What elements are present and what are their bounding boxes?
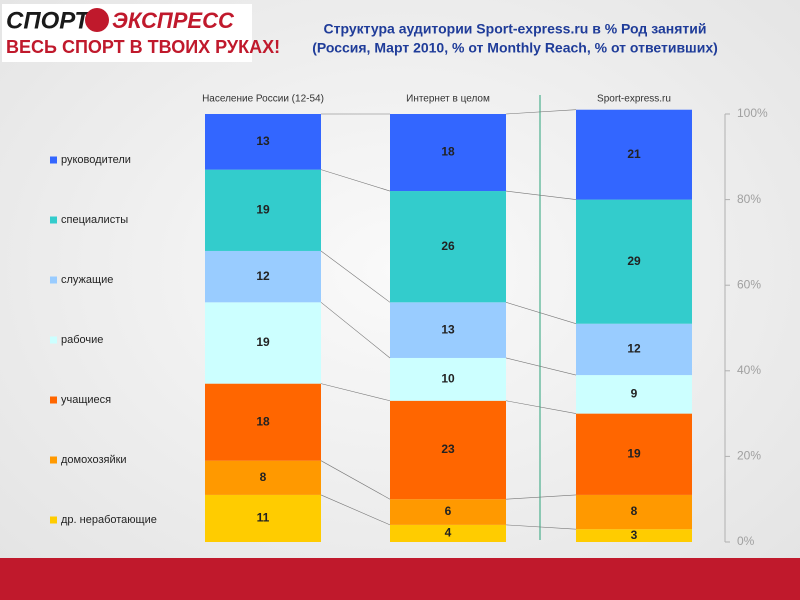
legend-swatch: [50, 336, 57, 344]
connector: [320, 169, 391, 192]
connector: [320, 460, 391, 500]
y-tick-label: 80%: [737, 192, 761, 206]
bar-segment: [390, 524, 506, 542]
value-label: 21: [627, 147, 641, 161]
logo-word: СПОРТ: [6, 7, 91, 34]
connector: [320, 494, 391, 526]
value-label: 13: [441, 322, 455, 336]
value-label: 3: [631, 528, 638, 542]
y-tick-label: 100%: [737, 106, 768, 120]
connector: [505, 302, 577, 325]
value-label: 18: [256, 414, 270, 428]
legend-swatch: [50, 456, 57, 464]
bar-segment: [205, 169, 321, 251]
bar-segment: [205, 494, 321, 542]
value-label: 9: [631, 387, 638, 401]
legend-label: учащиеся: [61, 394, 111, 406]
connector: [505, 190, 577, 200]
value-label: 4: [445, 526, 452, 540]
y-tick-label: 20%: [737, 449, 761, 463]
bar-segment: [205, 114, 321, 170]
logo-box: [2, 4, 252, 62]
connector: [320, 383, 391, 402]
value-label: 12: [256, 269, 270, 283]
bar-segment: [390, 400, 506, 500]
value-label: 8: [260, 470, 267, 484]
bar-segment: [576, 199, 692, 324]
logo-emblem: [85, 8, 109, 32]
bar-segment: [576, 109, 692, 200]
connector: [320, 250, 391, 303]
bar-segment: [576, 413, 692, 495]
legend-label: домохозяйки: [61, 454, 127, 466]
bar-segment: [390, 302, 506, 358]
x-category-label: Sport-express.ru: [597, 94, 671, 105]
x-category-label: Население России (12-54): [202, 94, 324, 105]
connector: [505, 400, 577, 414]
value-label: 11: [257, 511, 270, 525]
connector: [320, 302, 391, 359]
value-label: 19: [256, 202, 270, 216]
connector: [505, 109, 577, 115]
footer-band: [0, 558, 800, 600]
connector: [505, 494, 577, 500]
bar-segment: [205, 383, 321, 461]
legend-swatch: [50, 216, 57, 224]
value-label: 23: [441, 442, 455, 456]
bar-segment: [390, 191, 506, 303]
connector: [505, 357, 577, 376]
y-tick-label: 60%: [737, 277, 761, 291]
value-label: 19: [256, 335, 270, 349]
value-label: 19: [627, 446, 641, 460]
legend-label: др. неработающие: [61, 514, 157, 526]
chart-subtitle: (Россия, Март 2010, % от Monthly Reach, …: [312, 40, 718, 56]
value-label: 26: [441, 239, 455, 253]
bar-segment: [205, 460, 321, 495]
legend-label: рабочие: [61, 334, 103, 346]
logo-word: ЭКСПРЕСС: [112, 8, 235, 33]
legend-swatch: [50, 396, 57, 404]
bar-segment: [576, 375, 692, 414]
bar-segment: [390, 114, 506, 192]
y-tick-label: 40%: [737, 363, 761, 377]
bar-segment: [576, 323, 692, 376]
value-label: 13: [256, 134, 270, 148]
x-category-label: Интернет в целом: [406, 94, 490, 105]
y-tick-label: 0%: [737, 534, 755, 548]
value-label: 8: [631, 504, 638, 518]
bar-segment: [390, 499, 506, 525]
connector: [505, 524, 577, 530]
legend-label: служащие: [61, 274, 113, 286]
legend-swatch: [50, 276, 57, 284]
bar-segment: [205, 302, 321, 384]
legend-label: специалисты: [61, 214, 128, 226]
legend-swatch: [50, 156, 57, 164]
value-label: 18: [441, 145, 455, 159]
bar-segment: [576, 529, 692, 542]
legend-swatch: [50, 516, 57, 524]
value-label: 10: [441, 372, 455, 386]
value-label: 12: [627, 342, 641, 356]
logo-slogan: ВЕСЬ СПОРТ В ТВОИХ РУКАХ!: [6, 37, 280, 57]
value-label: 6: [445, 504, 452, 518]
value-label: 29: [627, 254, 641, 268]
chart-title: Структура аудитории Sport-express.ru в %…: [324, 21, 707, 37]
bar-segment: [576, 494, 692, 530]
bar-segment: [205, 250, 321, 303]
legend-label: руководители: [61, 154, 131, 166]
bar-segment: [390, 357, 506, 401]
